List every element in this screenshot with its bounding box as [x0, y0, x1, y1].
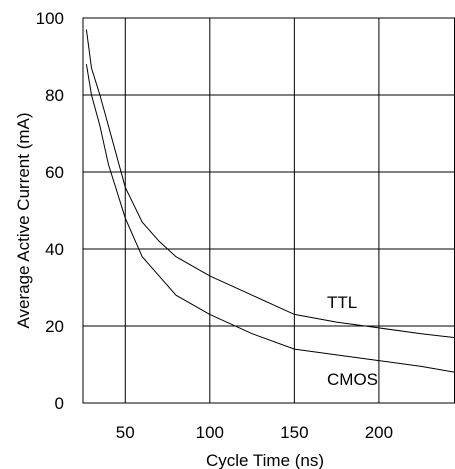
y-tick-label: 100: [36, 9, 64, 28]
series-label-cmos: CMOS: [327, 370, 378, 389]
series-labels: TTL CMOS: [327, 293, 378, 389]
grid-lines: [83, 18, 455, 403]
x-tick-label: 100: [196, 423, 224, 442]
y-tick-label: 0: [55, 394, 64, 413]
y-tick-label: 80: [45, 86, 64, 105]
series-label-ttl: TTL: [327, 293, 357, 312]
x-axis-label: Cycle Time (ns): [206, 451, 324, 469]
plot-frame: [82, 17, 455, 404]
x-tick-label: 150: [280, 423, 308, 442]
tick-labels: 50 100 150 200 0 20 40 60 80 100: [36, 9, 393, 442]
series-line-cmos: [85, 64, 455, 373]
y-tick-label: 40: [45, 240, 64, 259]
series-lines: [85, 29, 455, 373]
series-line-ttl: [85, 29, 455, 339]
x-tick-label: 200: [365, 423, 393, 442]
y-axis-label: Average Active Current (mA): [14, 112, 33, 328]
y-tick-label: 60: [45, 163, 64, 182]
x-tick-label: 50: [116, 423, 135, 442]
y-tick-label: 20: [45, 317, 64, 336]
